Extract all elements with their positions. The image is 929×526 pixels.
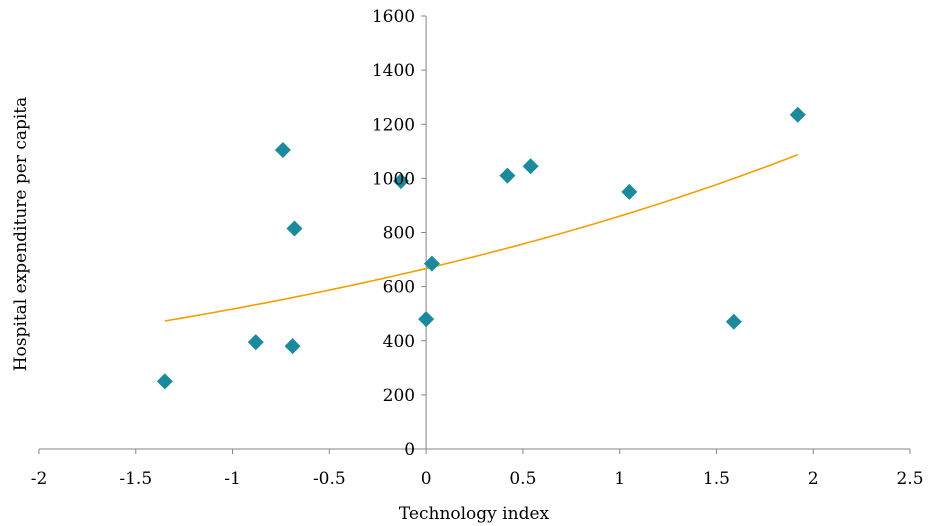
axes [38, 15, 911, 454]
x-axis-title: Technology index [399, 504, 550, 524]
data-point [725, 313, 742, 330]
x-tick-label: -1.5 [119, 469, 152, 489]
y-tick-label: 800 [383, 224, 415, 244]
x-tick-label: 1.5 [703, 469, 730, 489]
x-tick-label: 0 [421, 469, 432, 489]
data-point [499, 167, 516, 184]
y-tick-label: 0 [404, 440, 415, 460]
x-tick-label: 2.5 [896, 469, 923, 489]
data-point [418, 311, 435, 328]
data-point [789, 106, 806, 123]
data-point [247, 334, 264, 351]
data-point [156, 373, 173, 390]
x-tick-label: -0.5 [313, 469, 346, 489]
points-layer [156, 106, 806, 390]
data-point [522, 158, 539, 175]
data-point [621, 183, 638, 200]
data-point [274, 141, 291, 158]
y-tick-labels: 0 200 400 600 800 1000 1200 1400 1600 [372, 7, 415, 460]
y-axis-title: Hospital expenditure per capita [11, 97, 31, 372]
data-point [423, 255, 440, 272]
data-point [284, 338, 301, 355]
x-tick-label: -1 [224, 469, 241, 489]
data-point [286, 220, 303, 237]
y-tick-label: 1000 [372, 169, 415, 189]
y-tick-label: 1600 [372, 7, 415, 27]
x-tick-labels: -2 -1.5 -1 -0.5 0 0.5 1 1.5 2 2.5 [31, 469, 924, 489]
x-tick-label: 1 [614, 469, 625, 489]
x-tick-label: -2 [31, 469, 48, 489]
y-tick-label: 1200 [372, 115, 415, 135]
x-tick-label: 0.5 [509, 469, 536, 489]
y-tick-label: 600 [383, 278, 415, 298]
trendline-layer [164, 154, 799, 322]
y-tick-label: 1400 [372, 61, 415, 81]
trendline [164, 154, 799, 322]
x-tick-label: 2 [808, 469, 819, 489]
y-tick-label: 200 [383, 386, 415, 406]
data-point [392, 173, 409, 190]
y-tick-label: 400 [383, 332, 415, 352]
